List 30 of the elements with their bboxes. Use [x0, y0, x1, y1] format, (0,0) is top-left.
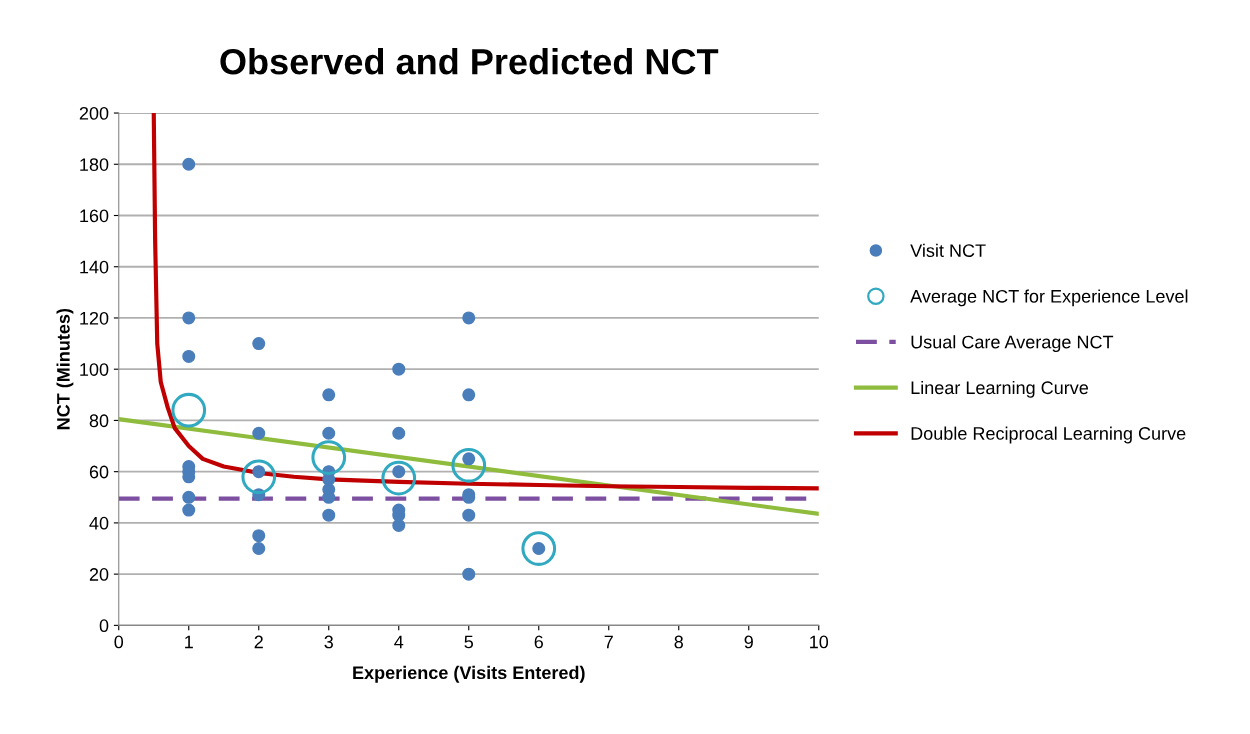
- x-tick-label: 0: [114, 635, 124, 649]
- y-tick-label: 60: [89, 465, 109, 479]
- legend-label: Visit NCT: [910, 243, 986, 257]
- x-tick-label: 10: [810, 635, 829, 649]
- y-tick-label: 0: [99, 619, 109, 633]
- x-tick-label: 9: [744, 635, 753, 649]
- y-tick-label: 40: [89, 516, 109, 530]
- legend-label: Double Reciprocal Learning Curve: [911, 426, 1186, 444]
- x-axis-title: Experience (Visits Entered): [353, 665, 585, 683]
- y-axis-title: NCT (Minutes): [56, 308, 74, 430]
- x-tick-label: 5: [464, 635, 474, 649]
- y-tick-label: 120: [80, 311, 109, 325]
- x-tick-label: 1: [185, 635, 193, 649]
- y-tick-label: 140: [80, 260, 109, 274]
- y-tick-label: 200: [79, 106, 109, 120]
- legend-label: Usual Care Average NCT: [911, 335, 1114, 352]
- chart-title: Observed and Predicted NCT: [220, 47, 719, 75]
- legend-label: Linear Learning Curve: [911, 380, 1089, 398]
- x-tick-label: 6: [534, 635, 543, 649]
- y-tick-label: 180: [80, 158, 109, 171]
- y-tick-label: 160: [80, 209, 109, 223]
- x-tick-label: 2: [254, 635, 263, 649]
- x-tick-label: 7: [604, 635, 613, 649]
- x-tick-label: 8: [674, 635, 683, 649]
- x-tick-label: 4: [394, 635, 404, 649]
- y-tick-label: 20: [89, 568, 109, 581]
- legend-label: Average NCT for Experience Level: [910, 289, 1188, 307]
- y-tick-label: 80: [89, 414, 109, 428]
- y-tick-label: 100: [80, 363, 109, 376]
- x-tick-label: 3: [324, 635, 333, 649]
